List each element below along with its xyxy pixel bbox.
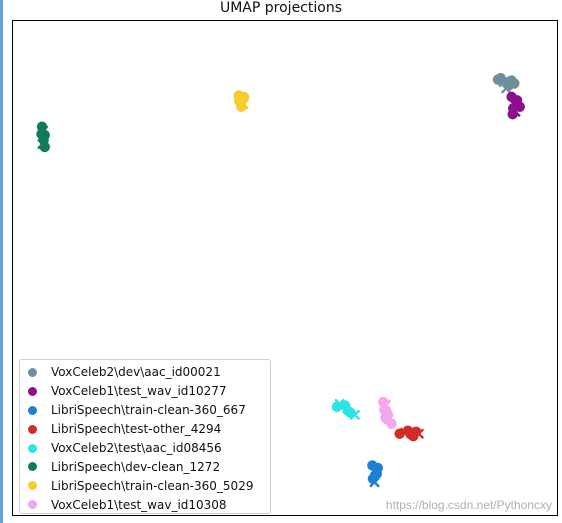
legend-label: LibriSpeech\test-other_4294 [51, 422, 222, 437]
point-voxceleb1-test-wav-id10277-6 [507, 109, 518, 120]
point-voxceleb2-dev-aac-id00021-5 [506, 75, 517, 86]
legend-marker-icon [28, 386, 37, 396]
legend-marker-icon [28, 462, 37, 472]
legend-item-librispeech-test-other-4294: LibriSpeech\test-other_4294 [28, 420, 270, 439]
legend-label: VoxCeleb1\test_wav_id10277 [51, 384, 227, 399]
watermark: https://blog.csdn.net/Pythoncxy [385, 498, 552, 512]
legend-marker-icon [28, 481, 37, 491]
window-edge [0, 0, 3, 523]
legend-item-librispeech-dev-clean-1272: LibriSpeech\dev-clean_1272 [28, 457, 270, 476]
point-librispeech-train-clean-360-667-5 [372, 462, 384, 474]
legend-item-voxceleb1-test-wav-id10308: VoxCeleb1\test_wav_id10308 [28, 495, 270, 514]
legend-label: VoxCeleb2\dev\aac_id00021 [51, 365, 221, 380]
legend-marker-icon [28, 424, 37, 434]
point-voxceleb2-test-aac-id08456-5 [342, 405, 353, 417]
legend-item-librispeech-train-clean-360-667: LibriSpeech\train-clean-360_667 [28, 401, 270, 420]
legend-item-voxceleb1-test-wav-id10277: VoxCeleb1\test_wav_id10277 [28, 382, 270, 401]
legend-marker-icon [28, 367, 37, 377]
legend-label: LibriSpeech\train-clean-360_5029 [51, 478, 254, 493]
chart-title: UMAP projections [219, 0, 342, 16]
point-voxceleb1-test-wav-id10308-6 [380, 412, 391, 423]
legend-item-voxceleb2-dev-aac-id00021: VoxCeleb2\dev\aac_id00021 [28, 363, 270, 382]
point-librispeech-dev-clean-1272-6 [36, 128, 47, 140]
point-voxceleb1-test-wav-id10277-5 [514, 101, 525, 113]
legend-label: LibriSpeech\dev-clean_1272 [51, 459, 221, 474]
legend-marker-icon [28, 443, 37, 453]
legend-label: LibriSpeech\train-clean-360_667 [51, 403, 246, 418]
point-librispeech-train-clean-360-5029-6 [233, 95, 245, 106]
point-librispeech-test-other-4294-6 [402, 425, 414, 436]
legend-label: VoxCeleb1\test_wav_id10308 [51, 497, 227, 512]
legend-label: VoxCeleb2\test\aac_id08456 [51, 441, 222, 455]
point-librispeech-train-clean-360-667-4 [369, 476, 380, 488]
legend-marker-icon [28, 405, 37, 415]
plot-area [12, 20, 558, 516]
legend-item-librispeech-train-clean-360-5029: LibriSpeech\train-clean-360_5029 [28, 476, 270, 495]
point-voxceleb2-dev-aac-id00021-4 [500, 83, 512, 94]
legend-item-voxceleb2-test-aac-id08456: VoxCeleb2\test\aac_id08456 [28, 439, 270, 458]
legend: VoxCeleb2\dev\aac_id00021 VoxCeleb1\test_… [19, 359, 271, 514]
point-librispeech-dev-clean-1272-5 [39, 141, 50, 153]
point-voxceleb2-dev-aac-id00021-6 [495, 72, 506, 84]
legend-marker-icon [28, 500, 37, 510]
